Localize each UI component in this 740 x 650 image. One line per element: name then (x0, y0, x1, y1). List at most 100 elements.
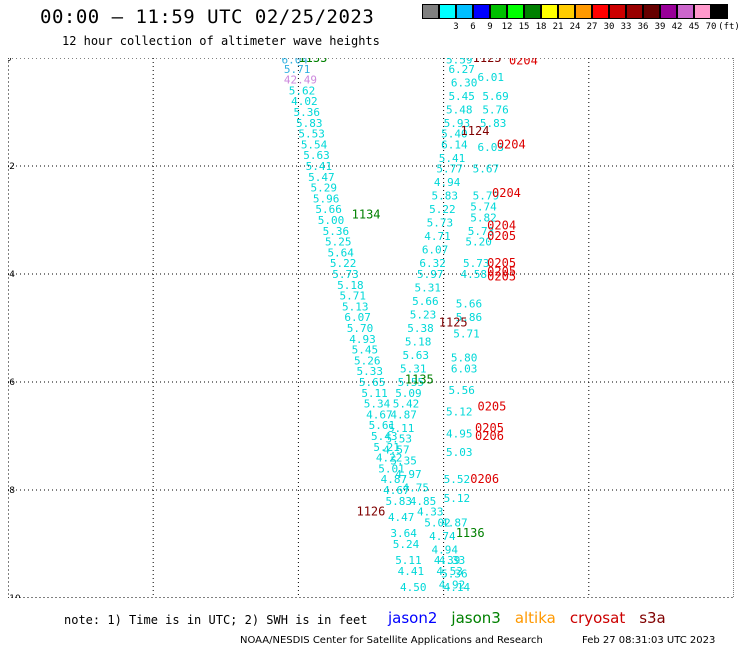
legend-swatch (507, 4, 524, 19)
legend-swatch (660, 4, 677, 19)
right-track-value: 6.14 (441, 138, 468, 151)
left-track-value: 5.11 (361, 387, 388, 400)
left-track-value: 4.22 (376, 452, 403, 465)
right-track-value: 5.45 (448, 90, 475, 103)
left-track-value: 5.65 (359, 376, 386, 389)
mid-track-value: 4.58 (461, 268, 488, 281)
mid-track-value: 5.12 (444, 492, 471, 505)
right-track-value: 5.66 (412, 295, 439, 308)
right-track-value: 5.38 (407, 322, 434, 335)
pass-label: 0204 (487, 218, 516, 232)
mid-track-value: 5.73 (463, 257, 490, 270)
left-track-value: 5.00 (318, 214, 345, 227)
footer-credit: NOAA/NESDIS Center for Satellite Applica… (240, 635, 543, 646)
mid-track-value: 4.87 (441, 516, 468, 529)
pass-label: 1126 (356, 505, 385, 519)
left-track-value: 5.18 (337, 279, 364, 292)
pass-label: 0206 (475, 429, 504, 443)
legend-swatch (694, 4, 711, 19)
mid-track-value: 5.80 (451, 352, 478, 365)
right-track-value: 4.94 (434, 176, 461, 189)
left-track-value: 4.87 (381, 473, 408, 486)
left-track-value: 5.34 (364, 398, 391, 411)
mid-track-value: 5.83 (480, 117, 507, 130)
right-track-value: 4.87 (390, 408, 417, 421)
left-track-value: 5.64 (327, 246, 354, 259)
right-track-value: 6.07 (422, 244, 449, 257)
pass-label: 0205 (477, 399, 506, 413)
right-track-value: 5.48 (446, 103, 473, 116)
left-track-value: 5.63 (303, 149, 330, 162)
mid-track-value: 4.95 (446, 427, 473, 440)
left-track-value: 5.11 (395, 554, 422, 567)
pass-label: 0204 (509, 58, 538, 68)
pass-label: 0205 (487, 256, 516, 270)
left-track-value: 4.93 (349, 333, 376, 346)
right-track-value: 5.31 (415, 282, 442, 295)
satellite-legend: jason2 jason3 altika cryosat s3a (388, 609, 680, 627)
mid-track-value: 5.36 (441, 568, 468, 581)
mid-track-value: 5.71 (453, 327, 480, 340)
legend-label: 45 (688, 22, 700, 32)
mid-track-value: 5.66 (456, 298, 483, 311)
legend-label: 33 (620, 22, 632, 32)
right-track-value: 6.27 (448, 63, 475, 76)
legend-label: 6 (470, 22, 476, 32)
legend-swatch (643, 4, 660, 19)
mid-track-value: 4.14 (444, 581, 471, 594)
left-track-value: 4.50 (400, 581, 427, 594)
footer-date: Feb 27 08:31:03 UTC 2023 (582, 635, 716, 646)
left-track-value: 5.21 (373, 441, 400, 454)
right-track-value: 4.75 (402, 481, 429, 494)
mid-track-value: 5.86 (456, 311, 483, 324)
satellite-cryosat: cryosat (569, 609, 626, 627)
legend-label: 12 (501, 22, 513, 32)
legend-swatch (609, 4, 626, 19)
note-text: note: 1) Time is in UTC; 2) SWH is in fe… (64, 613, 368, 627)
mid-track-value: 6.03 (477, 141, 504, 154)
mid-track-value: 5.69 (482, 90, 509, 103)
right-track-value: 5.55 (398, 376, 425, 389)
mid-track-value: 5.82 (470, 211, 497, 224)
legend-label: 21 (552, 22, 564, 32)
page-subtitle: 12 hour collection of altimeter wave hei… (62, 34, 380, 48)
legend-label: 27 (586, 22, 598, 32)
left-track-value: 5.47 (308, 171, 335, 184)
pass-label: 0205 (487, 229, 516, 243)
legend-swatch (592, 4, 609, 19)
y-tick-label: 0 (8, 58, 12, 64)
mid-track-value: 5.03 (446, 446, 473, 459)
right-track-value: 4.57 (383, 444, 410, 457)
mid-track-value: 5.52 (444, 473, 471, 486)
legend-label: 9 (487, 22, 493, 32)
right-track-value: 4.94 (432, 543, 459, 556)
left-track-value: 5.66 (315, 203, 342, 216)
left-track-value: 4.67 (366, 408, 393, 421)
y-tick-label: -6 (8, 378, 15, 388)
left-track-value: 5.24 (393, 538, 420, 551)
legend-label: 36 (637, 22, 649, 32)
right-track-value: 5.63 (402, 349, 429, 362)
pass-label: 1133 (298, 58, 327, 65)
mid-track-value: 5.74 (470, 201, 497, 214)
right-track-value: 5.83 (432, 190, 459, 203)
mid-track-value: 6.03 (451, 363, 478, 376)
satellite-altika: altika (514, 609, 556, 627)
left-track-value: 5.45 (352, 344, 379, 357)
right-track-value: 5.59 (446, 58, 473, 67)
left-track-value: 5.26 (354, 354, 381, 367)
left-track-value: 5.83 (296, 117, 323, 130)
right-track-value: 5.35 (390, 454, 417, 467)
legend-swatch (490, 4, 507, 19)
right-track-value: 5.41 (439, 152, 466, 165)
satellite-s3a: s3a (639, 609, 666, 627)
legend-swatch (558, 4, 575, 19)
mid-track-value: 5.56 (448, 384, 475, 397)
pass-label: 0205 (475, 421, 504, 435)
mid-track-value: 5.20 (465, 236, 492, 249)
mid-track-value: 6.01 (477, 71, 504, 84)
right-track-value: 5.40 (441, 128, 468, 141)
left-track-value: 4.02 (291, 95, 318, 108)
legend-label: 30 (603, 22, 615, 32)
